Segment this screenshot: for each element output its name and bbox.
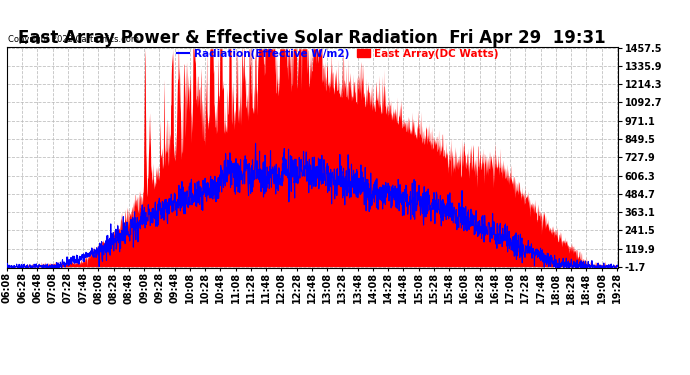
- Text: Copyright 2022 Cartronics.com: Copyright 2022 Cartronics.com: [8, 34, 139, 44]
- Legend: Radiation(Effective W/m2), East Array(DC Watts): Radiation(Effective W/m2), East Array(DC…: [177, 49, 499, 59]
- Title: East Array Power & Effective Solar Radiation  Fri Apr 29  19:31: East Array Power & Effective Solar Radia…: [19, 29, 606, 47]
